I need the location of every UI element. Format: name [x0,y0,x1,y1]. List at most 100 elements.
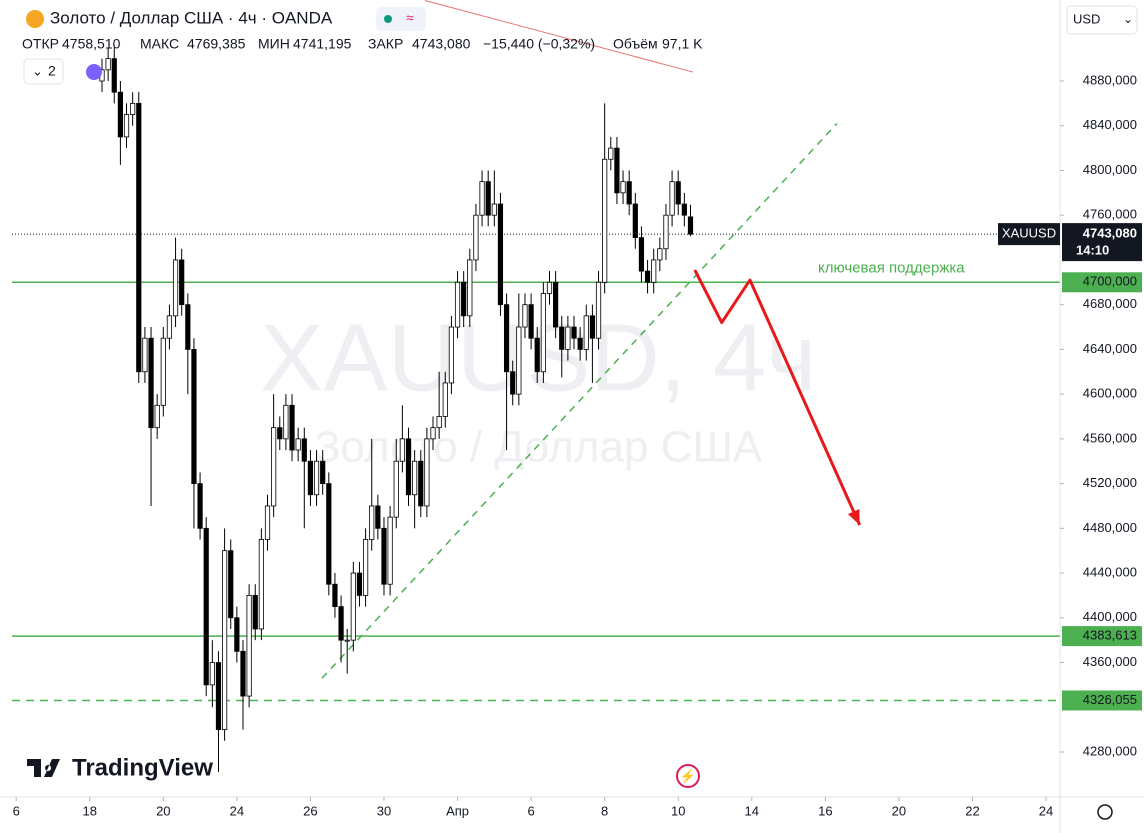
candle-body [497,203,504,306]
candle-body [105,58,111,71]
candle-body [160,337,166,406]
candle-body [632,203,638,238]
candle-body [644,270,651,283]
candle-body [387,516,393,585]
candle-body [534,337,540,373]
candle-body [393,460,399,518]
candle-body [362,539,369,596]
candle-body [356,572,363,596]
candle-body [430,427,436,440]
candle-body [240,650,246,697]
candle-body [681,203,687,216]
candle-body [172,259,179,317]
alert-icon[interactable] [676,764,700,788]
y-tick-label: 4520,000 [1083,475,1137,490]
candle-body [620,181,626,194]
y-tick-label: 4440,000 [1083,564,1137,579]
symbol-tag [998,223,1060,246]
volume-label: Объём [613,36,658,52]
candle-body [264,505,271,540]
candle-body [283,404,289,440]
candle-body [369,505,375,540]
candle-body [436,416,442,429]
candle-body [522,304,528,328]
chart-title: Золото / Доллар США · 4ч · OANDA [50,8,333,27]
candle-body [516,326,522,395]
refresh-icon[interactable] [86,64,102,80]
trend-line [321,122,838,679]
candle-body [191,348,197,484]
arrow-head [847,508,860,525]
candle-body [203,527,209,686]
x-tick-label: 24 [1039,803,1053,818]
candle-body [412,460,418,496]
candle-body [221,550,228,731]
x-tick-label: 18 [83,803,97,818]
candle-body [209,662,215,686]
candle-body [651,259,657,283]
price-tag-label: 4326,055 [1083,692,1137,707]
ohlc-value: 4758,510 [62,36,121,52]
y-tick-label: 4560,000 [1083,430,1137,445]
x-tick-label: 24 [230,803,244,818]
candle-body [148,337,154,429]
candle-body [405,438,412,496]
candle-body [130,102,136,115]
candle-body [136,102,142,373]
x-tick-label: 26 [303,803,317,818]
x-tick-label: 6 [527,803,534,818]
candle-body [442,382,448,417]
symbol-tag-label: XAUUSD [1002,226,1056,241]
candle-body [485,181,491,216]
y-tick-label: 4880,000 [1083,72,1137,87]
y-tick-label: 4400,000 [1083,609,1137,624]
candle-body [454,281,461,328]
candle-body [467,259,473,317]
price-tag-label: 4700,000 [1083,274,1137,289]
x-tick-label: 6 [13,803,20,818]
candle-body [571,326,577,339]
candle-body [559,326,565,350]
indicators-toggle[interactable] [23,58,64,85]
settings-icon[interactable] [1097,804,1113,820]
candle-body [473,214,479,261]
candle-body [307,460,314,496]
candle-body [228,550,234,619]
candle-body [344,639,350,642]
brand-name: TradingView [72,754,213,781]
ohlc-label: МИН [258,36,290,52]
ohlc-value: 4769,385 [187,36,246,52]
candle-body [448,326,455,384]
indicators-count: 2 [48,63,56,79]
candle-body [111,58,117,93]
y-tick-label: 4680,000 [1083,296,1137,311]
x-tick-label: 10 [671,803,685,818]
candle-body [565,326,571,350]
candle-body [258,539,264,630]
candle-body [491,203,497,216]
last-price-tag [1062,223,1142,262]
ohlc-label: МАКС [140,36,179,52]
candle-body [295,438,301,451]
status-dot [384,15,392,23]
candle-body [154,404,160,429]
candle-body [424,438,430,507]
candle-body [638,237,645,272]
candle-body [313,460,320,496]
old-drawing [424,0,694,73]
countdown: 14:10 [1076,243,1109,258]
candle-body [381,527,387,585]
candle-body [399,438,405,462]
volume-value: 97,1 K [662,36,703,52]
candle-body [669,181,675,216]
y-tick-label: 4600,000 [1083,386,1137,401]
candle-body [687,216,694,235]
currency-button[interactable] [1066,5,1138,35]
candle-body [289,404,295,451]
candle-body [301,438,307,462]
alert-glyph: ⚡ [680,768,696,784]
candle-body [142,337,148,373]
